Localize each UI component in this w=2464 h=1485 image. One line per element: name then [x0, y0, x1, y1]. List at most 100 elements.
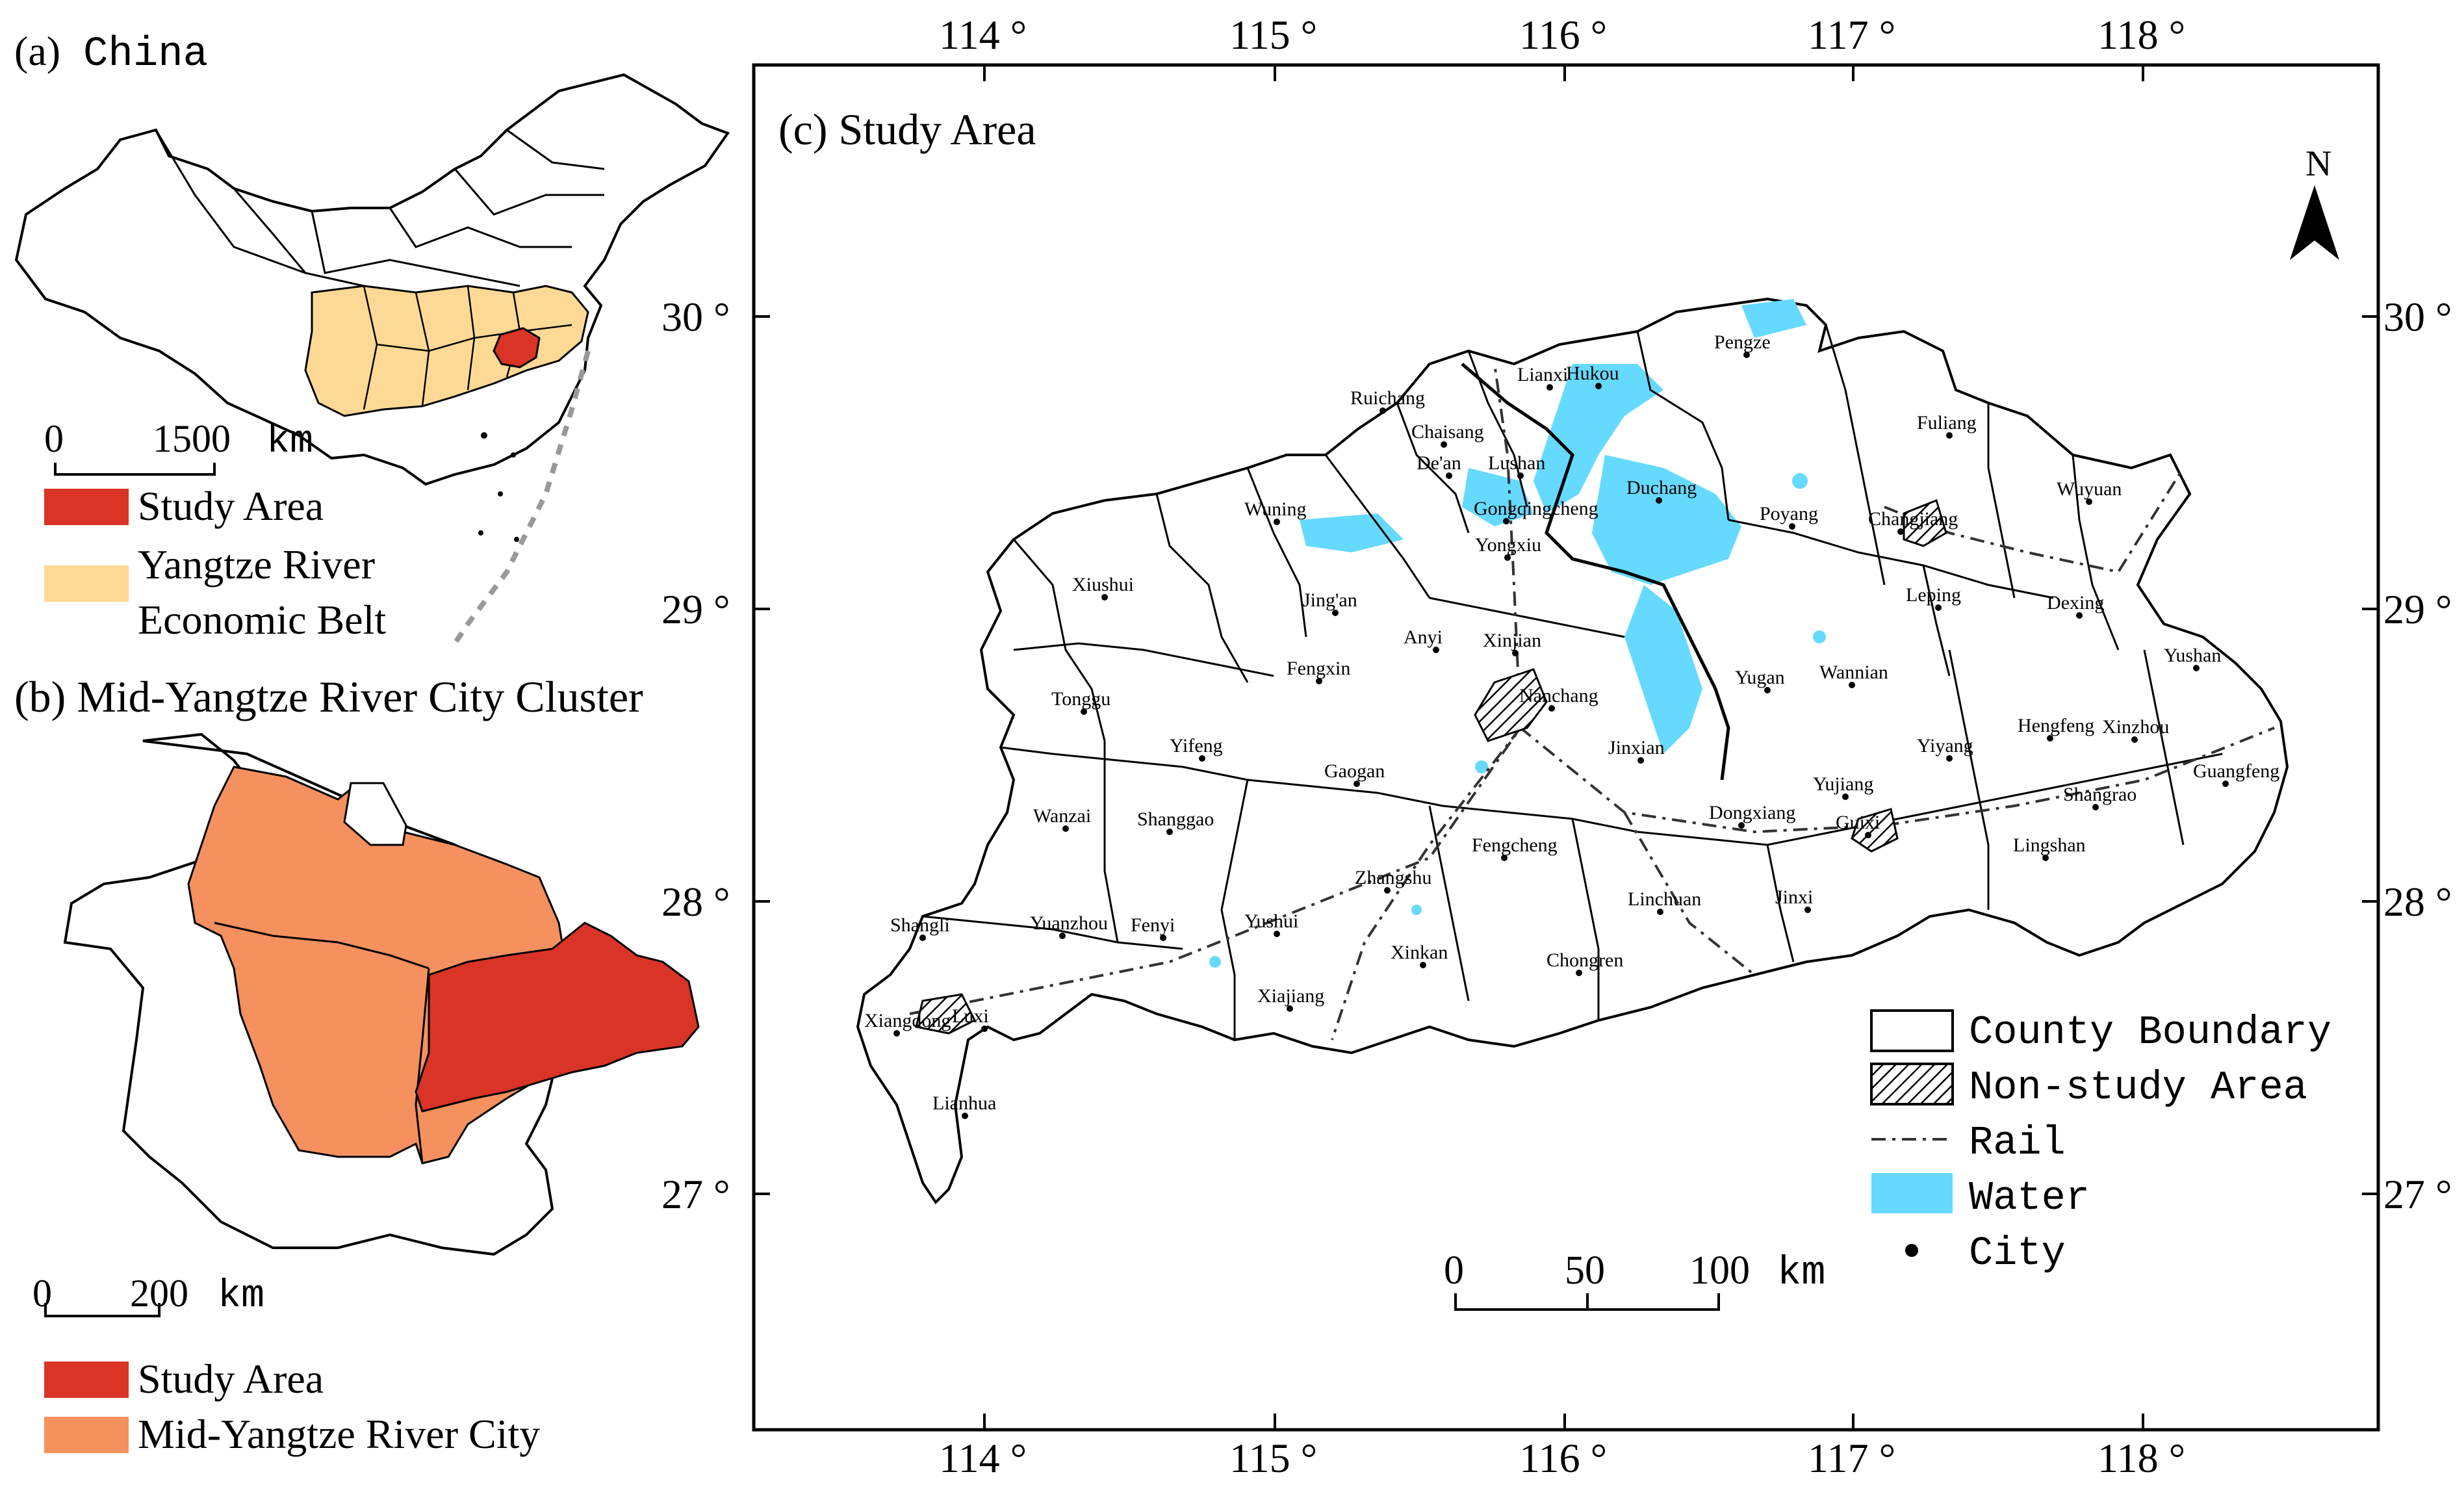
city-dot: [1441, 441, 1447, 448]
city-dot: [1332, 610, 1339, 616]
city-label: Chaisang: [1411, 421, 1484, 443]
panel-a-scale-bar: 0 1500 km: [44, 417, 313, 476]
legend-c-county: County Boundary: [1969, 1009, 2331, 1055]
city-label: Lianxi: [1517, 364, 1568, 385]
lon-labels-bottom: 114 ° 115 ° 116 ° 117 ° 118 °: [939, 1435, 2185, 1481]
city-dot: [1656, 497, 1662, 504]
city-label: Fengxin: [1287, 658, 1350, 679]
city-label: Ruichang: [1350, 387, 1425, 409]
city-label: Pengze: [1714, 331, 1771, 353]
lat-tick-label-right: 28 °: [2383, 879, 2452, 925]
city-dot: [1595, 383, 1602, 389]
lon-tick-label-top: 115 °: [1229, 12, 1317, 58]
panel-c-scale-50: 50: [1565, 1248, 1605, 1293]
rail-lines: [909, 363, 2275, 1040]
panel-c-scale-100: 100: [1689, 1248, 1750, 1293]
county-boundaries: [922, 324, 2223, 1040]
city-dot: [1657, 909, 1663, 915]
city-label: Yujiang: [1813, 773, 1873, 795]
city-dot: [2092, 804, 2099, 810]
city-label: Chongren: [1546, 949, 1623, 971]
city-dot: [1504, 554, 1511, 561]
legend-b-swatch-mid-yangtze: [44, 1417, 129, 1453]
city-label: Dexing: [2047, 592, 2104, 613]
city-label: Xiajiang: [1257, 985, 1324, 1007]
mid-yangtze-exclusion: [343, 782, 407, 846]
lon-tick-label-top: 118 °: [2098, 12, 2185, 58]
legend-c-rail: Rail: [1969, 1120, 2066, 1166]
panel-a-title: China: [83, 31, 208, 78]
city-label: Fengcheng: [1472, 834, 1558, 856]
city-dot: [2222, 781, 2229, 787]
lon-tick-label-bottom: 115 °: [1229, 1435, 1317, 1481]
panel-b-study-area: [415, 922, 700, 1113]
city-dot: [1548, 705, 1555, 712]
lat-tick-label-right: 29 °: [2383, 586, 2452, 632]
legend-swatch-study-area: [44, 489, 129, 525]
city-label: Jinxian: [1608, 737, 1665, 758]
north-label: N: [2305, 144, 2331, 184]
city-label: Tonggu: [1051, 688, 1110, 710]
city-dot: [1354, 781, 1360, 787]
legend-a-study-area: Study Area: [138, 483, 324, 529]
city-dot: [1764, 687, 1771, 693]
city-label: Xinzhou: [2102, 716, 2169, 738]
city-label: Xinjian: [1483, 630, 1541, 651]
lon-tick-label-top: 114 °: [939, 12, 1027, 58]
city-dot-icon: [1905, 1244, 1918, 1257]
city-dot: [1935, 604, 1942, 611]
city-dot: [1316, 678, 1322, 684]
city-dot: [1081, 708, 1087, 715]
city-dot: [1865, 832, 1871, 838]
city-label: Yiyang: [1917, 735, 1973, 756]
hatch-icon: [1870, 1063, 1954, 1105]
city-dot: [2193, 665, 2200, 671]
panel-a-label: (a): [14, 28, 60, 74]
panel-b-province-lines: [214, 922, 430, 1164]
city-label: Gongqingcheng: [1474, 498, 1598, 519]
panel-b-scale-unit: km: [218, 1274, 264, 1319]
china-province-lines: [155, 129, 605, 287]
panel-a-scale-unit: km: [266, 420, 313, 464]
island-dots: [478, 432, 519, 542]
legend-c-water: Water: [1969, 1175, 2090, 1221]
city-dot: [919, 935, 926, 941]
city-dot: [962, 1113, 968, 1119]
lon-tick-label-top: 117 °: [1808, 12, 1895, 58]
city-label: Xiushui: [1072, 574, 1134, 595]
lake-region-boundary: [1461, 363, 1730, 781]
city-label: Gaogan: [1324, 760, 1385, 782]
panel-b-scale-0: 0: [32, 1272, 52, 1315]
lat-labels-right: 30 ° 29 ° 28 ° 27 °: [2383, 294, 2452, 1217]
city-label: Yushan: [2164, 645, 2221, 666]
lat-tick-label-right: 27 °: [2383, 1171, 2452, 1217]
city-dot: [1433, 647, 1439, 653]
panel-a-legend: Study Area Yangtze River Economic Belt: [44, 483, 386, 643]
city-label: Linchuan: [1628, 888, 1701, 910]
city-label: Xinkan: [1391, 942, 1448, 963]
city-dot: [1946, 432, 1953, 439]
panel-c-scale-0: 0: [1444, 1248, 1464, 1293]
city-dot: [1160, 935, 1166, 941]
city-label: De'an: [1417, 452, 1461, 474]
water-icon: [1871, 1173, 1953, 1213]
city-dot: [1842, 794, 1849, 800]
china-outline: [14, 73, 730, 486]
panel-a-scale-0: 0: [44, 417, 64, 460]
city-label: Yuanzhou: [1030, 912, 1108, 934]
panel-b-scale-200: 200: [130, 1272, 188, 1315]
city-dot: [981, 1026, 988, 1032]
city-dot: [1384, 887, 1391, 894]
city-label: Fenyi: [1131, 914, 1175, 936]
north-arrow: N: [2290, 144, 2339, 260]
panel-c-scale-unit: km: [1777, 1250, 1825, 1296]
lon-tick-label-bottom: 118 °: [2098, 1435, 2185, 1481]
panel-b-scale-bar: 0 200 km: [32, 1272, 264, 1319]
lon-tick-label-bottom: 114 °: [939, 1435, 1027, 1481]
city-label: Yushui: [1244, 910, 1298, 932]
city-label: Jing'an: [1303, 589, 1357, 611]
city-dot: [1517, 472, 1524, 479]
city-dot: [2047, 735, 2053, 742]
